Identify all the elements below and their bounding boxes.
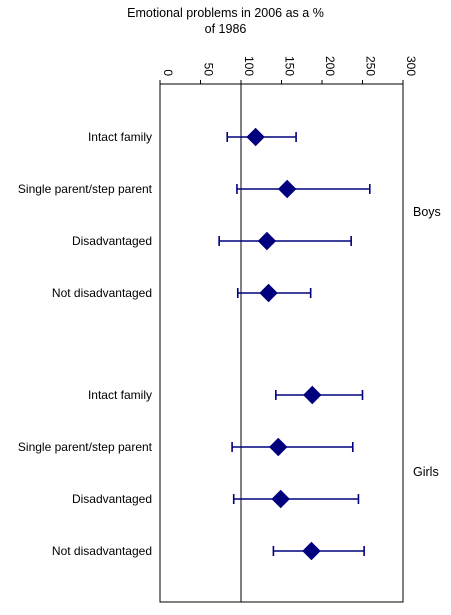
estimate-diamond <box>269 437 288 457</box>
group-label: Girls <box>413 465 439 479</box>
category-label: Intact family <box>88 130 152 144</box>
x-tick-label: 100 <box>242 56 256 76</box>
category-label: Disadvantaged <box>72 492 152 506</box>
x-tick-label: 200 <box>323 56 337 76</box>
estimate-diamond <box>302 541 321 561</box>
estimate-diamond <box>259 283 278 303</box>
estimate-diamond <box>257 231 277 251</box>
category-label: Single parent/step parent <box>18 440 153 454</box>
x-tick-label: 0 <box>161 69 175 76</box>
x-tick-label: 250 <box>364 56 378 76</box>
chart-title-line-1: Emotional problems in 2006 as a % <box>127 6 324 20</box>
plot-area <box>159 83 404 603</box>
category-label: Intact family <box>88 388 152 402</box>
category-label: Not disadvantaged <box>52 286 152 300</box>
estimate-diamond <box>277 179 297 199</box>
chart-title-line-2: of 1986 <box>204 22 247 36</box>
x-tick-label: 300 <box>404 56 418 76</box>
category-label: Not disadvantaged <box>52 544 152 558</box>
estimate-diamond <box>271 489 290 509</box>
x-tick-label: 50 <box>202 63 216 77</box>
x-tick-label: 150 <box>283 56 297 76</box>
category-label: Single parent/step parent <box>18 182 153 196</box>
estimate-diamond <box>246 127 265 147</box>
group-label: Boys <box>413 205 441 219</box>
category-label: Disadvantaged <box>72 234 152 248</box>
estimate-diamond <box>303 385 322 405</box>
